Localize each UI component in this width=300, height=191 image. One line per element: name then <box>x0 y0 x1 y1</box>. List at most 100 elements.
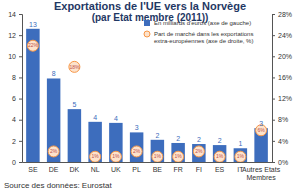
y-tick-label: 6 <box>12 95 16 102</box>
x-tick-label: FI <box>196 166 202 173</box>
point-label: 1% <box>216 153 224 159</box>
x-tick-label: FR <box>173 166 182 173</box>
legend-label: En milliards d'euros (axe de gauche) <box>154 20 251 26</box>
y-tick-mark <box>19 77 22 78</box>
y-tick-mark <box>19 162 22 163</box>
point <box>235 151 246 162</box>
point <box>48 146 59 157</box>
point <box>90 151 101 162</box>
y2-tick-mark <box>272 141 275 142</box>
point <box>173 151 184 162</box>
legend-swatch <box>144 31 150 37</box>
x-tick-label: DK <box>70 166 80 173</box>
y2-tick: 16% <box>272 74 292 81</box>
y2-axis: 0% 4% 8% 12% 16% 20% 24% 28% <box>272 11 292 166</box>
x-tick: DK <box>70 162 80 173</box>
point-label: 1% <box>92 153 100 159</box>
point <box>256 125 267 136</box>
x-axis-line <box>23 162 273 163</box>
bar-label: 8 <box>52 70 56 77</box>
y-tick-label: 2 <box>12 138 16 145</box>
bar-label: 1 <box>238 140 242 147</box>
point <box>131 146 142 157</box>
y-tick-label: 8 <box>12 74 16 81</box>
y-tick: 6 <box>12 95 22 102</box>
y-tick-mark <box>19 35 22 36</box>
point <box>214 151 225 162</box>
legend-swatch <box>144 20 150 26</box>
bar <box>68 109 81 162</box>
y2-tick: 28% <box>272 11 292 18</box>
x-axis: SEDEDKNLUKPLBEFRFIESITAutres EtatsMembre… <box>23 162 281 181</box>
plot-area: 024681012140%4%8%12%16%20%24%28%SEDEDKNL… <box>8 11 292 181</box>
point-label: 18% <box>69 64 80 70</box>
x-tick: PL <box>132 162 141 173</box>
y-tick: 14 <box>8 11 22 18</box>
legend: En milliards d'euros (axe de gauche) Part… <box>144 20 253 44</box>
x-tick-label: DE <box>49 166 59 173</box>
point <box>152 151 163 162</box>
y2-tick-label: 20% <box>278 53 292 60</box>
x-tick: FR <box>173 162 182 173</box>
bar <box>88 122 101 162</box>
bar <box>130 132 143 162</box>
y2-tick-mark <box>272 35 275 36</box>
y2-axis-line <box>273 15 276 163</box>
title: Exportations de l'UE vers la Norvège <box>54 0 246 12</box>
point <box>110 151 121 162</box>
y2-tick-label: 16% <box>278 74 292 81</box>
point <box>193 146 204 157</box>
y2-tick: 24% <box>272 32 292 39</box>
source: Source des données: Eurostat <box>4 181 112 190</box>
bar <box>109 123 122 162</box>
y-tick: 0 <box>12 159 22 166</box>
y2-tick-label: 28% <box>278 11 292 18</box>
bar-label: 2 <box>176 135 180 142</box>
y-tick-mark <box>19 99 22 100</box>
bar-label: 4 <box>93 114 97 121</box>
y2-tick-mark <box>272 77 275 78</box>
x-tick-label: BE <box>153 166 163 173</box>
y2-tick-label: 0% <box>278 159 288 166</box>
bar-label: 2 <box>218 137 222 144</box>
y-tick: 10 <box>8 53 22 60</box>
point-label: 2% <box>50 148 58 154</box>
y2-tick-mark <box>272 56 275 57</box>
y2-tick-label: 12% <box>278 95 292 102</box>
legend-label: Part de marché dans les exportationsextr… <box>154 31 253 44</box>
bar-label: 3 <box>135 124 139 131</box>
chart: Exportations de l'UE vers la Norvège(par… <box>0 0 300 191</box>
x-tick: ES <box>215 162 225 173</box>
x-tick: DE <box>49 162 59 173</box>
y2-tick: 4% <box>272 138 288 145</box>
x-tick: NL <box>91 162 100 173</box>
legend-item: Part de marché dans les exportationsextr… <box>144 31 253 44</box>
y2-tick-label: 8% <box>278 116 288 123</box>
bar-label: 4 <box>114 115 118 122</box>
y2-tick-mark <box>272 14 275 15</box>
marks <box>26 29 268 162</box>
x-tick-label: SE <box>28 166 38 173</box>
point-label: 22% <box>28 42 39 48</box>
y2-tick: 12% <box>272 95 292 102</box>
y-axis: 0 2 4 6 8 10 12 14 <box>8 11 22 166</box>
bar <box>26 29 39 162</box>
y-tick-label: 4 <box>12 116 16 123</box>
bar <box>234 148 247 162</box>
x-tick-label: NL <box>91 166 100 173</box>
y-tick-label: 12 <box>8 32 16 39</box>
point-label: 6% <box>257 127 265 133</box>
x-tick-label: ES <box>215 166 225 173</box>
x-tick: BE <box>153 162 163 173</box>
y-tick-mark <box>19 14 22 15</box>
y-tick-label: 0 <box>12 159 16 166</box>
bar-label: 2 <box>197 136 201 143</box>
y-tick: 8 <box>12 74 22 81</box>
x-tick-label: UK <box>111 166 121 173</box>
legend-item: En milliards d'euros (axe de gauche) <box>144 20 251 26</box>
bar <box>151 140 164 162</box>
y2-tick-label: 4% <box>278 138 288 145</box>
point-label: 1% <box>112 153 120 159</box>
x-tick: FI <box>196 162 202 173</box>
point-label: 2% <box>133 148 141 154</box>
